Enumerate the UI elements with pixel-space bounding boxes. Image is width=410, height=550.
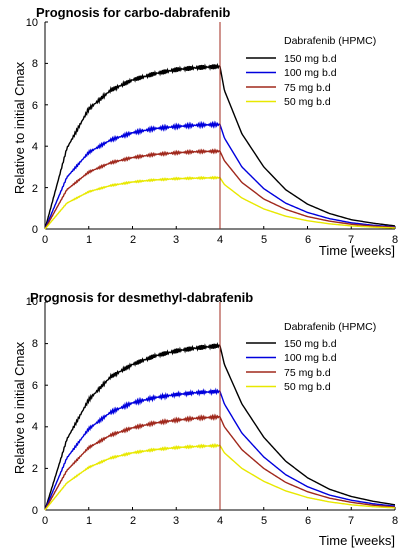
x-tick-label: 0: [42, 515, 48, 527]
x-tick-label: 4: [217, 515, 223, 527]
x-tick-label: 8: [392, 234, 398, 246]
legend-label: 75 mg b.d: [284, 82, 331, 94]
x-tick-label: 1: [86, 515, 92, 527]
tick-labels: 0 2 4 6 8 10 0 1 2 3 4 5 6 7 8: [26, 296, 398, 527]
x-tick-label: 7: [348, 234, 354, 246]
y-tick-label: 10: [26, 17, 38, 29]
y-tick-label: 8: [32, 58, 38, 70]
y-axis-label: Relative to initial Cmax: [12, 341, 27, 474]
x-tick-label: 5: [261, 515, 267, 527]
legend-label: 75 mg b.d: [284, 367, 331, 379]
y-tick-label: 6: [32, 100, 38, 112]
x-tick-label: 3: [173, 234, 179, 246]
x-tick-label: 6: [305, 234, 311, 246]
legend: Dabrafenib (HPMC) 150 mg b.d 100 mg b.d …: [284, 35, 376, 108]
x-tick-label: 5: [261, 234, 267, 246]
y-tick-label: 4: [32, 141, 38, 153]
chart-panel-1: Prognosis for carbo-dabrafenib Relative …: [12, 5, 398, 258]
x-axis-label: Time [weeks]: [319, 243, 395, 258]
legend-label: 50 mg b.d: [284, 96, 331, 108]
y-tick-label: 2: [32, 183, 38, 195]
y-tick-label: 10: [26, 296, 38, 308]
chart-title: Prognosis for desmethyl-dabrafenib: [30, 290, 253, 305]
x-tick-label: 0: [42, 234, 48, 246]
legend-label: 100 mg b.d: [284, 67, 337, 79]
y-axis-label: Relative to initial Cmax: [12, 61, 27, 194]
chart-panel-2: Prognosis for desmethyl-dabrafenib Relat…: [12, 290, 398, 548]
chart-title: Prognosis for carbo-dabrafenib: [36, 5, 230, 20]
x-tick-label: 3: [173, 515, 179, 527]
x-axis-label: Time [weeks]: [319, 533, 395, 548]
legend-label: 50 mg b.d: [284, 381, 331, 393]
x-tick-label: 7: [348, 515, 354, 527]
y-tick-label: 0: [32, 505, 38, 517]
x-tick-label: 4: [217, 234, 223, 246]
tick-labels: 0 2 4 6 8 10 0 1 2 3 4 5 6 7 8: [26, 17, 398, 246]
legend-title: Dabrafenib (HPMC): [284, 321, 376, 333]
legend-label: 150 mg b.d: [284, 53, 337, 65]
y-tick-label: 0: [32, 224, 38, 236]
y-tick-label: 2: [32, 463, 38, 475]
x-tick-label: 2: [130, 515, 136, 527]
x-tick-label: 2: [130, 234, 136, 246]
plot-area: [44, 21, 396, 230]
x-tick-label: 1: [86, 234, 92, 246]
legend-label: 150 mg b.d: [284, 338, 337, 350]
x-tick-label: 6: [305, 515, 311, 527]
y-tick-label: 4: [32, 421, 38, 433]
legend: Dabrafenib (HPMC) 150 mg b.d 100 mg b.d …: [284, 321, 376, 393]
x-tick-label: 8: [392, 515, 398, 527]
y-tick-label: 8: [32, 338, 38, 350]
legend-label: 100 mg b.d: [284, 352, 337, 364]
legend-title: Dabrafenib (HPMC): [284, 35, 376, 47]
y-tick-label: 6: [32, 380, 38, 392]
plot-area: [44, 301, 396, 511]
